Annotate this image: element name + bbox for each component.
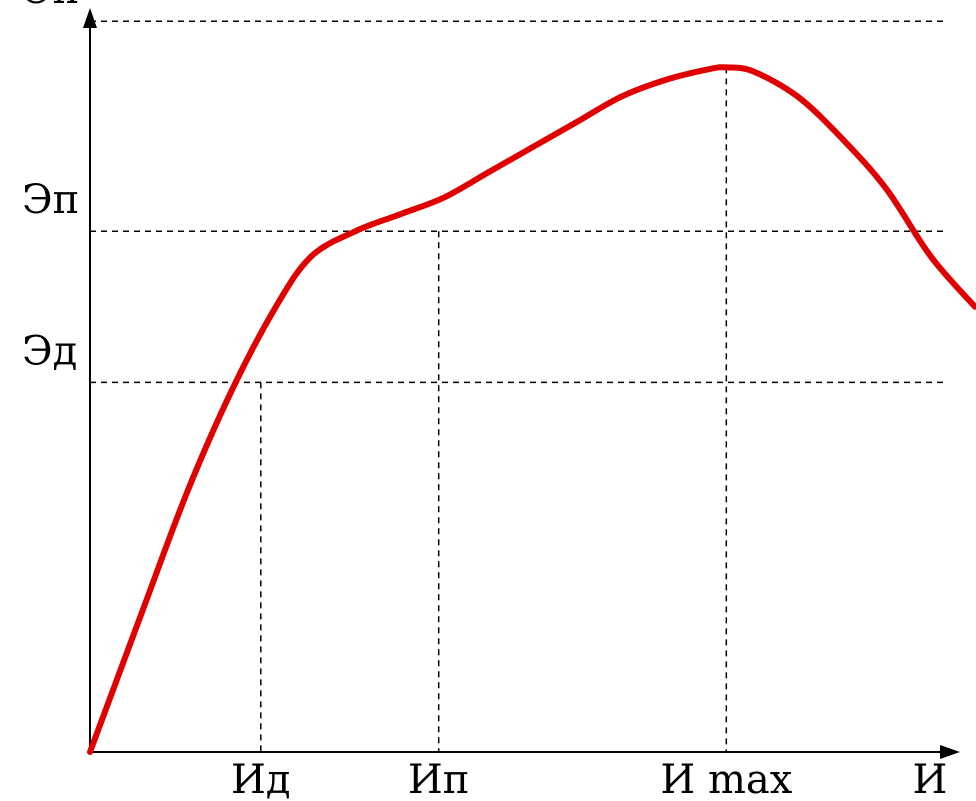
y-level-label: Эп — [22, 177, 79, 223]
y-level-label: Эд — [22, 328, 77, 374]
x-mark-label: Ип — [408, 757, 470, 801]
x-mark-label: Ид — [231, 757, 291, 801]
x-axis-arrow — [940, 745, 960, 759]
guide-lines — [90, 20, 948, 752]
axes — [83, 8, 960, 759]
x-mark-label: И max — [660, 757, 792, 801]
x-axis-label: И — [913, 757, 948, 801]
y-level-label: Эн — [22, 0, 79, 13]
series-line-0 — [87, 64, 976, 755]
y-axis-arrow — [83, 8, 97, 28]
